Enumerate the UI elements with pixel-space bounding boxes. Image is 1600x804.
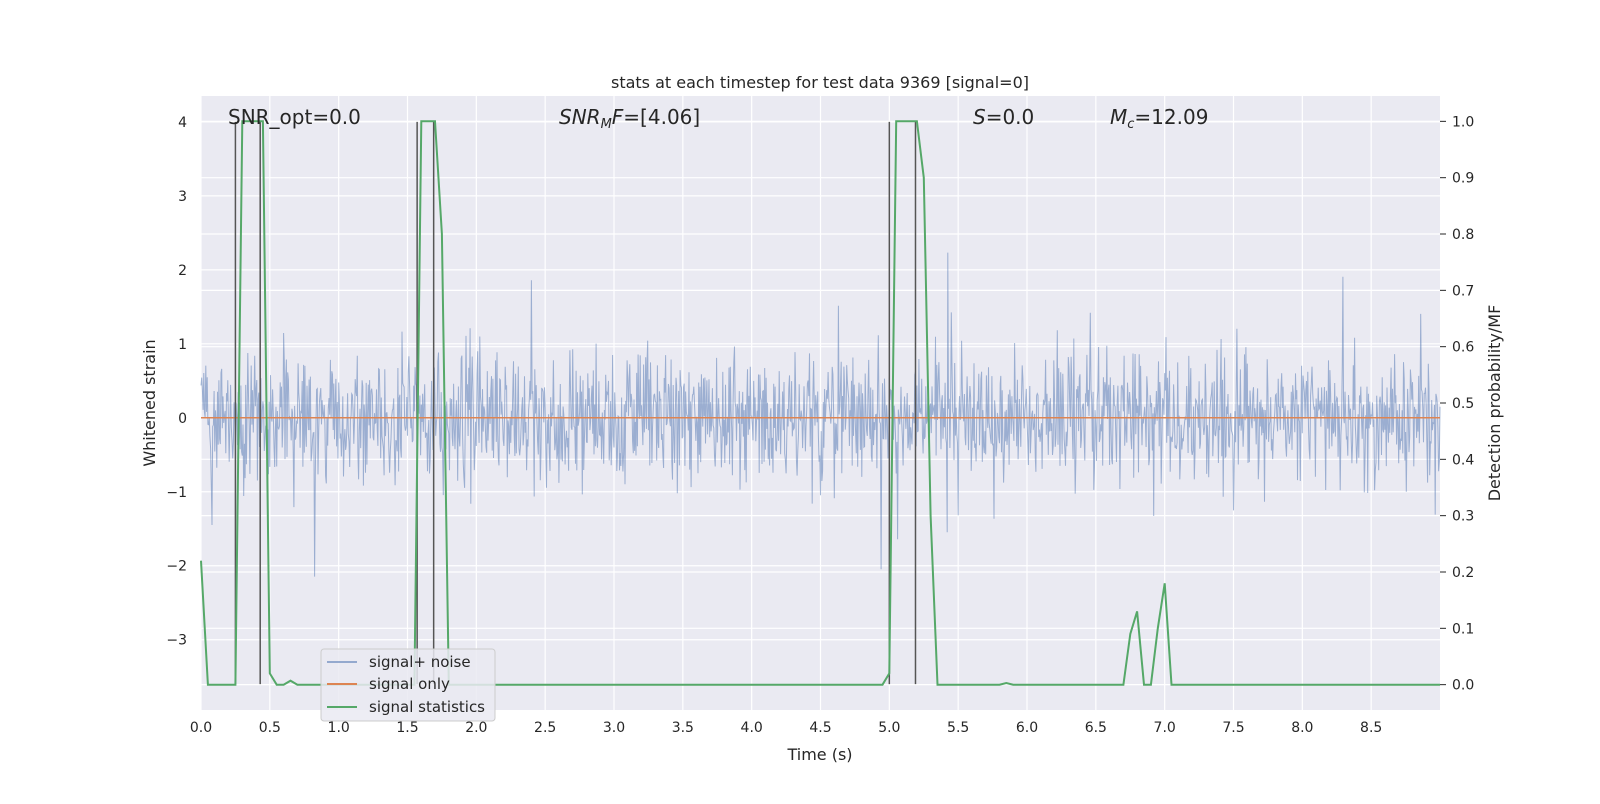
x-tick-label: 2.0 xyxy=(465,720,487,736)
legend-label-signal-statistics: signal statistics xyxy=(369,698,485,716)
legend-label-signal-only: signal only xyxy=(369,675,450,693)
x-tick-label: 0.5 xyxy=(259,720,281,736)
legend: signal+ noise signal only signal statist… xyxy=(320,648,496,722)
y-right-axis-ticks: 1.0 0.9 0.8 0.7 0.6 0.5 0.4 0.3 0.2 0.1 0.0 xyxy=(1440,114,1474,694)
x-tick-label: 7.0 xyxy=(1154,720,1176,736)
x-tick-label: 1.0 xyxy=(328,720,350,736)
x-tick-label: 3.0 xyxy=(603,720,625,736)
signal-noise-line xyxy=(200,252,1441,577)
x-tick-label: 5.5 xyxy=(947,720,969,736)
annotation-mc: Mc=12.09 xyxy=(1110,105,1208,132)
y-tick-label: 1 xyxy=(178,337,187,353)
y-right-tick-label: 0.8 xyxy=(1452,227,1474,243)
y-right-tick-label: 0.1 xyxy=(1452,621,1474,637)
y-right-tick-label: 0.0 xyxy=(1452,678,1474,694)
chart-title: stats at each timestep for test data 936… xyxy=(611,73,1029,92)
legend-label-signal-noise: signal+ noise xyxy=(369,653,471,671)
x-tick-label: 4.0 xyxy=(741,720,763,736)
y-right-tick-label: 0.4 xyxy=(1452,452,1474,468)
y-tick-label: 0 xyxy=(178,411,187,427)
y-right-tick-label: 0.2 xyxy=(1452,565,1474,581)
annotation-s: S=0.0 xyxy=(973,105,1034,129)
signal-noise-series xyxy=(200,252,1441,577)
x-axis-label: Time (s) xyxy=(786,745,852,764)
y-tick-label: −3 xyxy=(166,633,187,649)
x-axis-ticks: 0.0 0.5 1.0 1.5 2.0 2.5 3.0 3.5 4.0 4.5 5.0 5.5 6.0 6… xyxy=(190,720,1382,736)
x-tick-label: 8.5 xyxy=(1360,720,1382,736)
x-tick-label: 5.0 xyxy=(878,720,900,736)
x-tick-label: 8.0 xyxy=(1291,720,1313,736)
y-tick-label: −1 xyxy=(166,485,187,501)
x-tick-label: 6.5 xyxy=(1085,720,1107,736)
y-right-tick-label: 0.9 xyxy=(1452,171,1474,187)
y-tick-label: 3 xyxy=(178,189,187,205)
y-right-tick-label: 1.0 xyxy=(1452,114,1474,130)
signal-statistics-line xyxy=(200,120,1440,686)
x-tick-label: 4.5 xyxy=(809,720,831,736)
annotation-snr-mf: SNRMF=[4.06] xyxy=(559,105,700,132)
x-tick-label: 1.5 xyxy=(396,720,418,736)
x-tick-label: 0.0 xyxy=(190,720,212,736)
y-right-tick-label: 0.6 xyxy=(1452,340,1474,356)
y-right-tick-label: 0.5 xyxy=(1452,396,1474,412)
y-tick-label: −2 xyxy=(166,559,187,575)
x-tick-label: 7.5 xyxy=(1222,720,1244,736)
x-tick-label: 2.5 xyxy=(534,720,556,736)
y-axis-label: Whitened strain xyxy=(140,339,159,466)
x-tick-label: 3.5 xyxy=(672,720,694,736)
x-tick-label: 6.0 xyxy=(1016,720,1038,736)
y-axis-ticks: 4 3 2 1 0 −1 −2 −3 xyxy=(166,115,187,649)
y-right-tick-label: 0.7 xyxy=(1452,283,1474,299)
annotation-snr-opt: SNR_opt=0.0 xyxy=(228,105,361,129)
signal-statistics-series xyxy=(200,120,1440,686)
y-tick-label: 4 xyxy=(178,115,187,131)
y-right-axis-label: Detection probability/MF xyxy=(1485,305,1504,502)
legend-box xyxy=(320,648,496,722)
y-right-tick-label: 0.3 xyxy=(1452,509,1474,525)
y-tick-label: 2 xyxy=(178,263,187,279)
